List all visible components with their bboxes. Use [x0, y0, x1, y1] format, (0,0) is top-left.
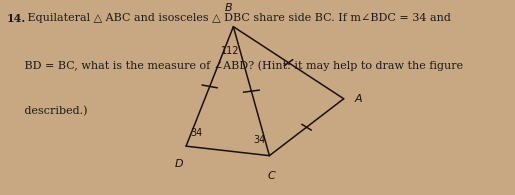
- Text: 112: 112: [221, 46, 239, 56]
- Text: 34: 34: [253, 136, 265, 145]
- Text: D: D: [175, 160, 184, 169]
- Text: A: A: [355, 94, 363, 104]
- Text: C: C: [268, 171, 276, 181]
- Text: Equilateral △ ABC and isosceles △ DBC share side BC. If m∠BDC = 34 and: Equilateral △ ABC and isosceles △ DBC sh…: [24, 13, 451, 23]
- Text: 34: 34: [190, 128, 202, 138]
- Text: BD = BC, what is the measure of ∠ABD? (Hint: it may help to draw the figure: BD = BC, what is the measure of ∠ABD? (H…: [7, 61, 463, 71]
- Text: B: B: [225, 3, 233, 13]
- Text: described.): described.): [7, 106, 88, 117]
- Text: 14.: 14.: [7, 13, 26, 24]
